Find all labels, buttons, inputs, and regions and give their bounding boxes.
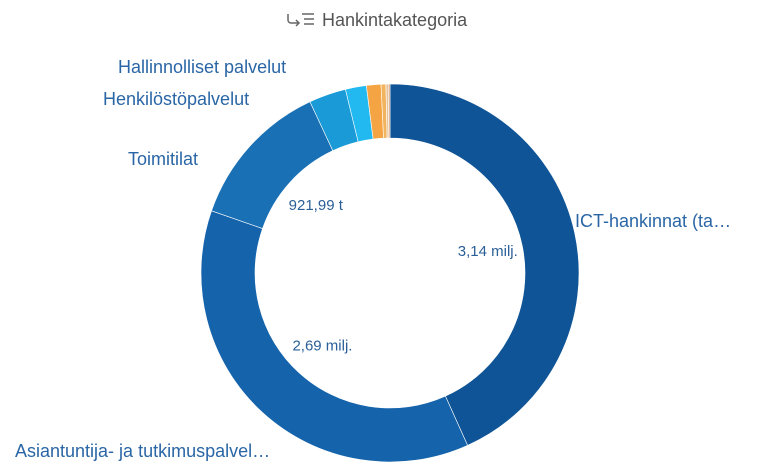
slice-label: Henkilöstöpalvelut: [103, 89, 249, 109]
chart-title: Hankintakategoria: [322, 10, 468, 30]
donut-slice: [388, 83, 391, 139]
slice-label: Toimitilat: [128, 149, 198, 169]
title-icon: [287, 13, 314, 27]
slice-label: Asiantuntija- ja tutkimuspalvel…: [15, 441, 270, 461]
donut-slice: [200, 210, 468, 463]
data-label: 2,69 milj.: [292, 338, 352, 355]
data-label: 3,14 milj.: [458, 243, 518, 260]
slice-label: Hallinnolliset palvelut: [118, 57, 286, 77]
donut-slice: [389, 83, 580, 446]
data-label: 921,99 t: [289, 197, 344, 214]
slice-label: ICT-hankinnat (ta…: [575, 211, 731, 231]
